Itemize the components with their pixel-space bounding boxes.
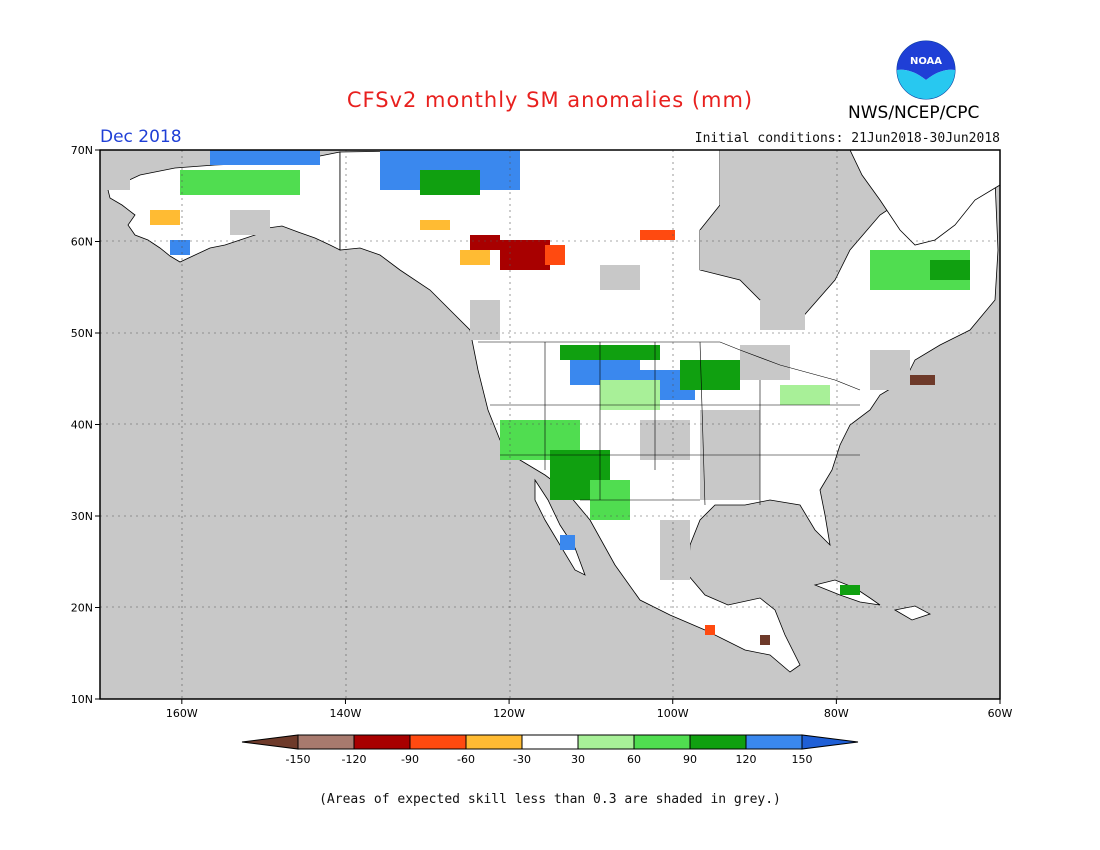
lon-tick-label: 80W	[824, 707, 849, 720]
lon-tick-label: 140W	[330, 707, 362, 720]
colorbar-box	[465, 734, 523, 750]
colorbar-label: 30	[571, 753, 585, 766]
colorbar-label: 60	[627, 753, 641, 766]
colorbar-label: -150	[286, 753, 311, 766]
colorbar-label: 90	[683, 753, 697, 766]
lat-tick-label: 70N	[71, 144, 93, 157]
colorbar: -150 -120 -90 -60 -30 30 60 90 120 150	[241, 734, 859, 766]
colorbar-label: -120	[342, 753, 367, 766]
lon-tick-label: 160W	[166, 707, 198, 720]
colorbar-box	[633, 734, 691, 750]
colorbar-label: 120	[736, 753, 757, 766]
colorbar-label: -30	[513, 753, 531, 766]
colorbar-box	[297, 734, 355, 750]
colorbar-label: -60	[457, 753, 475, 766]
grey-skill-mask	[100, 150, 910, 580]
anomaly-cells	[150, 150, 970, 645]
state-borders	[478, 341, 861, 506]
baja-peninsula	[534, 478, 586, 576]
agency-label: NWS/NCEP/CPC	[848, 103, 980, 123]
lat-tick-label: 10N	[71, 693, 93, 706]
colorbar-box	[577, 734, 635, 750]
lon-tick-label: 120W	[493, 707, 525, 720]
noaa-logo-icon: NOAA	[896, 40, 956, 100]
forecast-month: Dec 2018	[100, 127, 182, 147]
map-title: CFSv2 monthly SM anomalies (mm)	[346, 88, 754, 112]
colorbar-box	[353, 734, 411, 750]
land-layer	[107, 150, 1000, 673]
colorbar-box	[409, 734, 467, 750]
colorbar-box	[521, 734, 579, 750]
colorbar-box	[745, 734, 803, 750]
lon-tick-label: 60W	[988, 707, 1013, 720]
lat-tick-label: 20N	[71, 602, 93, 615]
lat-tick-label: 60N	[71, 236, 93, 249]
initial-conditions: Initial conditions: 21Jun2018-30Jun2018	[694, 131, 1000, 146]
colorbar-arrow-low	[241, 734, 299, 750]
colorbar-box	[689, 734, 747, 750]
greenland-landmass	[849, 150, 1000, 246]
gridlines	[100, 150, 1000, 699]
logo-text: NOAA	[910, 56, 942, 67]
colorbar-arrow-high	[801, 734, 859, 750]
lat-tick-label: 50N	[71, 327, 93, 340]
hispaniola-island	[893, 605, 932, 621]
map-axes: 160W 140W 120W 100W 80W 60W 70N 60N 50N 40N 30N 20N…	[71, 144, 1013, 720]
skill-footnote: (Areas of expected skill less than 0.3 a…	[319, 792, 781, 807]
lon-tick-label: 100W	[657, 707, 689, 720]
lat-tick-label: 30N	[71, 510, 93, 523]
colorbar-label: -90	[401, 753, 419, 766]
lat-tick-label: 40N	[71, 419, 93, 432]
colorbar-label: 150	[792, 753, 813, 766]
